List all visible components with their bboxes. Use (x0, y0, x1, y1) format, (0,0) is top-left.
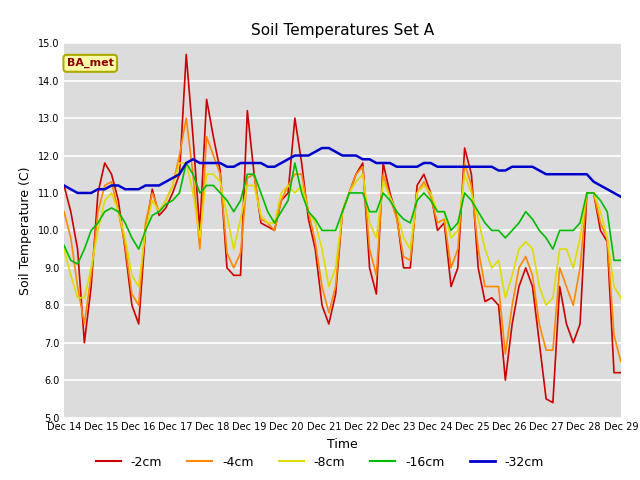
Y-axis label: Soil Temperature (C): Soil Temperature (C) (19, 166, 32, 295)
X-axis label: Time: Time (327, 438, 358, 451)
Title: Soil Temperatures Set A: Soil Temperatures Set A (251, 23, 434, 38)
Text: BA_met: BA_met (67, 58, 114, 69)
Legend: -2cm, -4cm, -8cm, -16cm, -32cm: -2cm, -4cm, -8cm, -16cm, -32cm (91, 451, 549, 474)
